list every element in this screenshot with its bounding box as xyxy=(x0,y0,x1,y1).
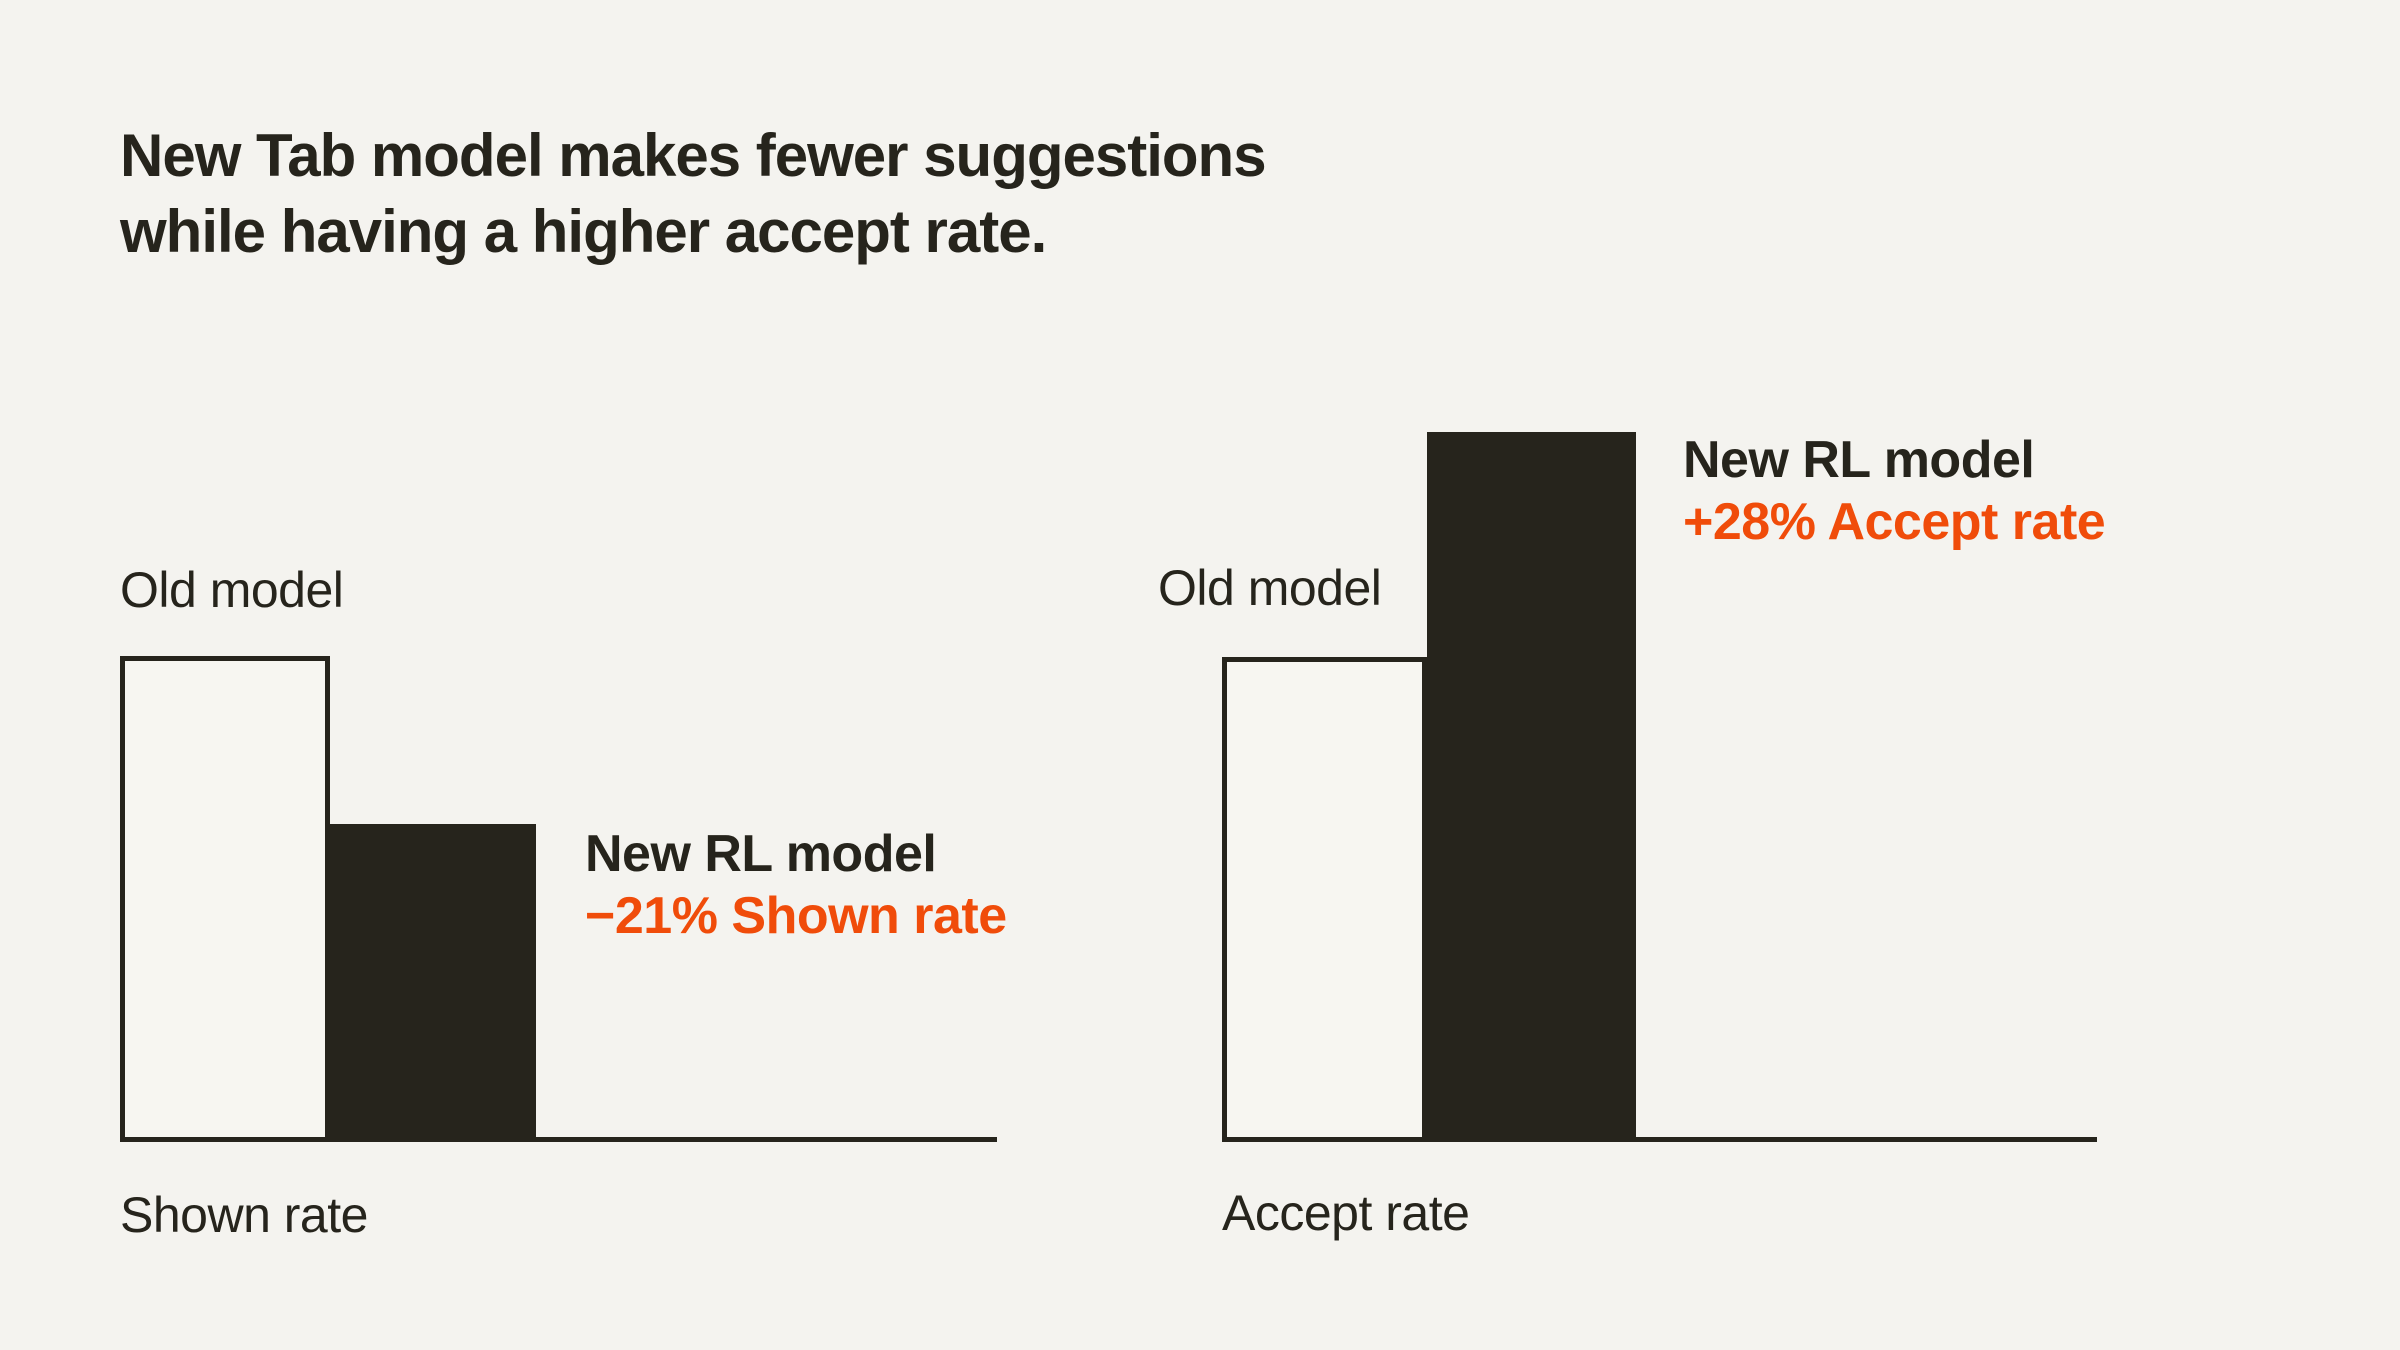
old-model-bar xyxy=(1222,657,1427,1142)
annotation-delta: −21% Shown rate xyxy=(585,887,1007,945)
x-axis-label: Shown rate xyxy=(120,1187,368,1243)
new-rl-model-bar xyxy=(325,824,536,1142)
figure-title: New Tab model makes fewer suggestions wh… xyxy=(120,118,1267,270)
old-model-bar xyxy=(120,656,330,1142)
annotation-model-name: New RL model xyxy=(1683,431,2035,489)
x-axis-baseline xyxy=(1222,1137,2097,1142)
old-model-label: Old model xyxy=(1158,560,1382,616)
annotation-delta: +28% Accept rate xyxy=(1683,493,2106,551)
old-model-label: Old model xyxy=(120,562,344,618)
annotation-model-name: New RL model xyxy=(585,825,937,883)
x-axis-baseline xyxy=(120,1137,997,1142)
new-rl-model-bar xyxy=(1427,432,1636,1142)
x-axis-label: Accept rate xyxy=(1222,1185,1470,1241)
figure-title-line1: New Tab model makes fewer suggestions xyxy=(120,122,1267,189)
new-model-annotation: New RL model +28% Accept rate xyxy=(1683,429,2106,553)
figure-title-line2: while having a higher accept rate. xyxy=(120,198,1047,265)
new-model-annotation: New RL model −21% Shown rate xyxy=(585,823,1007,947)
